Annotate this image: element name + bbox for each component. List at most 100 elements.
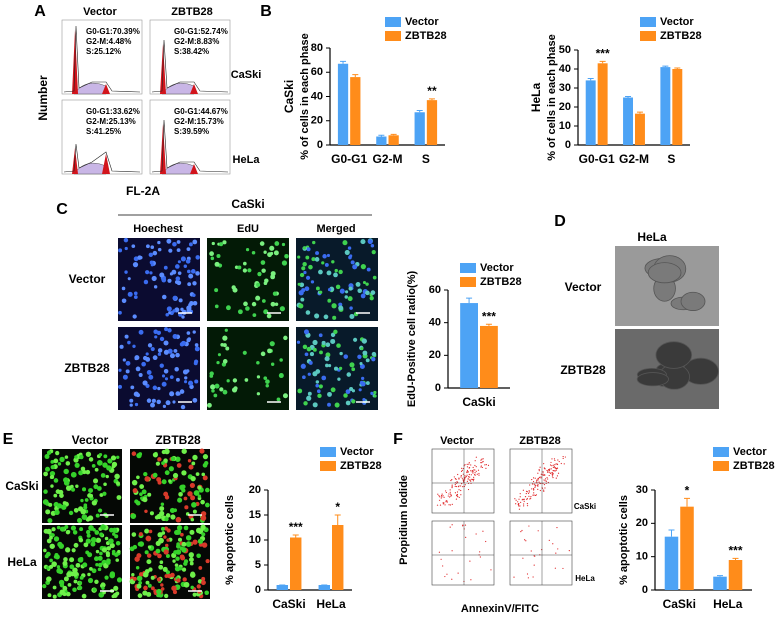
cell bbox=[192, 330, 196, 334]
cell bbox=[157, 532, 163, 538]
column-label: ZBTB28 bbox=[171, 6, 213, 18]
cell bbox=[205, 487, 210, 493]
cell bbox=[205, 558, 210, 564]
cell bbox=[357, 288, 363, 294]
cell bbox=[186, 338, 191, 343]
cell bbox=[167, 278, 172, 283]
cell bbox=[196, 584, 201, 589]
error-bar bbox=[340, 60, 347, 64]
cell bbox=[136, 553, 142, 559]
cell bbox=[214, 288, 219, 293]
flow-stat: G0-G1:70.39% bbox=[86, 27, 140, 36]
cell bbox=[326, 270, 332, 276]
event bbox=[552, 464, 554, 466]
event bbox=[455, 485, 458, 488]
cell bbox=[312, 339, 318, 346]
event bbox=[440, 495, 443, 497]
event bbox=[465, 476, 467, 478]
cell bbox=[256, 392, 261, 396]
cell bbox=[73, 507, 79, 513]
cell bbox=[351, 399, 356, 404]
cell bbox=[178, 491, 183, 497]
cell bbox=[127, 291, 133, 297]
event bbox=[528, 490, 530, 492]
cell bbox=[314, 257, 320, 262]
cell bbox=[349, 313, 355, 319]
event bbox=[520, 531, 522, 533]
cell bbox=[150, 402, 155, 408]
cell bbox=[174, 366, 179, 372]
event bbox=[476, 473, 478, 475]
cell bbox=[172, 472, 179, 479]
cell bbox=[94, 530, 100, 535]
cell bbox=[165, 312, 169, 317]
cell bbox=[157, 331, 161, 336]
cell bbox=[150, 263, 154, 267]
event bbox=[462, 524, 464, 526]
cell bbox=[261, 268, 266, 273]
cell bbox=[168, 248, 173, 253]
event bbox=[451, 479, 453, 481]
cell bbox=[99, 551, 103, 556]
cell bbox=[168, 311, 172, 315]
cell bbox=[278, 373, 284, 379]
histogram-line bbox=[63, 25, 141, 93]
cell bbox=[318, 384, 323, 389]
cell bbox=[201, 532, 206, 537]
cell bbox=[145, 270, 150, 275]
legend-label: Vector bbox=[340, 446, 374, 458]
cell bbox=[196, 553, 201, 559]
event bbox=[528, 491, 530, 493]
event bbox=[464, 478, 466, 480]
cell bbox=[74, 455, 78, 459]
cell bbox=[131, 451, 137, 456]
event bbox=[462, 473, 464, 475]
flow-stat: S:25.12% bbox=[86, 47, 121, 56]
cell bbox=[195, 255, 200, 260]
event bbox=[534, 494, 537, 497]
cell bbox=[151, 398, 156, 403]
cell bbox=[304, 286, 310, 292]
cell bbox=[79, 527, 84, 532]
event bbox=[525, 540, 527, 542]
cell bbox=[161, 374, 166, 378]
cell bbox=[159, 336, 165, 342]
cell bbox=[217, 353, 221, 357]
cell bbox=[362, 398, 366, 402]
cell bbox=[321, 375, 327, 381]
cell bbox=[132, 314, 137, 319]
cell bbox=[44, 466, 51, 472]
cell bbox=[327, 402, 331, 407]
cell bbox=[336, 343, 341, 348]
cell bbox=[222, 359, 228, 364]
significance: *** bbox=[596, 47, 610, 61]
event bbox=[528, 495, 530, 497]
cell bbox=[181, 567, 187, 572]
event bbox=[551, 473, 553, 475]
cell bbox=[143, 471, 148, 477]
cell bbox=[138, 452, 143, 456]
error-bar bbox=[625, 96, 632, 98]
event bbox=[526, 503, 529, 505]
micrograph bbox=[296, 238, 378, 321]
cell bbox=[99, 532, 104, 537]
event bbox=[530, 495, 532, 498]
event bbox=[532, 487, 535, 490]
cell bbox=[147, 583, 152, 588]
cell bbox=[318, 269, 323, 275]
event bbox=[529, 498, 531, 500]
legend-swatch bbox=[460, 277, 476, 287]
event bbox=[458, 485, 460, 487]
bar bbox=[290, 537, 302, 590]
event bbox=[552, 476, 554, 479]
cell bbox=[138, 532, 143, 537]
cell bbox=[45, 565, 50, 570]
legend-label: Vector bbox=[660, 16, 694, 28]
cell bbox=[333, 329, 338, 335]
cell bbox=[155, 540, 161, 546]
cell bbox=[144, 509, 148, 514]
cell bbox=[188, 303, 193, 307]
event bbox=[557, 548, 559, 550]
panel-letter: F bbox=[393, 431, 403, 448]
cell bbox=[148, 529, 153, 534]
